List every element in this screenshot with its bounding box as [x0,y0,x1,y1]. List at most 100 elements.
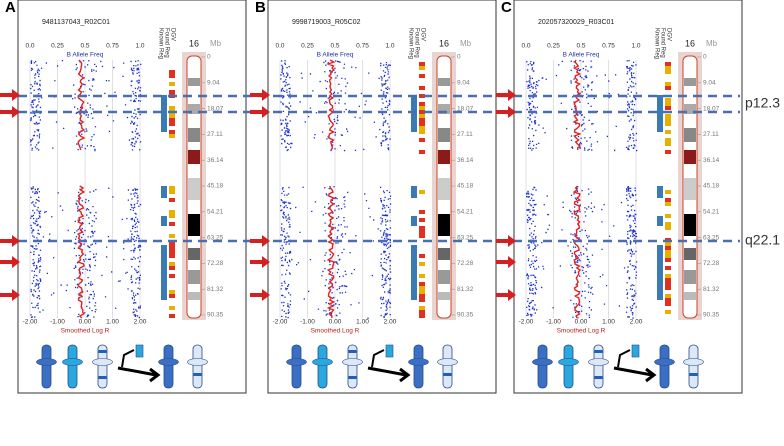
chromosome-band [594,350,603,353]
dgv-block [419,66,425,70]
ideogram-band [684,78,696,86]
track-label: Known Reg [407,28,413,59]
sample-id: 9998719003_R05C02 [292,19,361,26]
dgv-block [419,226,425,230]
dgv-block [665,222,671,226]
dgv-block [169,114,175,118]
ideogram-band [684,104,696,114]
ideogram-band [188,248,200,260]
dgv-block [665,254,671,258]
bottom-tick-label: 0.00 [79,319,92,326]
mb-tick-label: 27.11 [207,131,223,138]
dgv-block [169,186,175,190]
centromere [408,358,429,366]
red-arrow [0,256,20,268]
known-region [411,186,417,198]
ideogram-band [188,292,200,300]
arrow [121,349,135,368]
mb-tick-label: 54.21 [457,209,474,216]
chromosome-band [594,376,603,379]
dgv-block [419,86,425,90]
dgv-block [419,102,425,106]
bottom-tick-label: -1.00 [546,319,561,326]
mb-tick-label: 9.04 [457,80,470,87]
known-region [161,112,167,132]
chromosome-shape [317,344,328,389]
bottom-axis-label: Smoothed Log R [557,328,606,335]
dgv-block [419,130,425,134]
dgv-block [419,286,425,290]
mb-tick-label: 81.32 [457,286,474,293]
track-label: Found Reg [163,28,169,58]
top-axis-label: B Allele Freq [317,52,354,59]
band-annotation: q22.1 [745,232,780,248]
panel-label: B [255,0,266,16]
dgv-block [419,138,425,142]
mb-tick-label: 0 [207,54,211,61]
bottom-tick-label: 0.00 [329,319,342,326]
mb-tick-label: 54.21 [207,209,224,216]
top-tick-label: 0.75 [106,43,119,50]
bottom-tick-label: 0.00 [575,319,588,326]
dgv-block [665,286,671,290]
dgv-block [169,314,175,318]
dgv-block [419,106,425,110]
dgv-block [419,110,425,114]
chromosome-shape [442,344,453,389]
mb-tick-label: 9.04 [207,80,220,87]
red-arrow [0,89,20,101]
chromosome-shape [413,344,424,389]
dgv-block [169,122,175,126]
known-region [657,186,663,198]
ideogram-band [438,128,450,142]
mb-tick-label: 18.07 [703,105,720,112]
dgv-block [169,106,175,110]
dgv-block [665,150,671,154]
ideogram-band [188,128,200,142]
dgv-block [169,274,175,278]
dgv-block [665,310,671,314]
mb-tick-label: 27.11 [703,131,719,138]
dgv-block [419,62,425,66]
dgv-block [169,214,175,218]
mb-unit: Mb [460,39,472,48]
arrow [117,366,161,383]
dgv-block [665,138,671,142]
mb-tick-label: 90.35 [207,312,224,319]
dgv-block [419,234,425,238]
ideogram-band [438,104,450,114]
arrow [613,366,657,383]
track-label: Found Reg [413,28,419,58]
mb-tick-label: 63.25 [703,234,720,241]
dgv-block [169,222,175,226]
chromosome-shape [67,344,78,389]
known-region [161,186,167,198]
dgv-block [169,190,175,194]
dgv-block [665,274,671,278]
chromosome-band [98,350,107,353]
dgv-block [665,122,671,126]
dgv-block [665,258,671,262]
dgv-block [419,262,425,266]
dgv-block [665,294,671,298]
bottom-tick-label: 1.00 [106,319,119,326]
mb-tick-label: 36.14 [457,157,474,164]
top-tick-label: 0.0 [25,43,34,50]
red-arrow [0,235,20,247]
top-tick-label: 0.75 [602,43,615,50]
dgv-block [169,82,175,86]
logr-line [326,59,336,319]
chromosome-band [193,373,202,376]
mb-tick-label: 63.25 [457,234,474,241]
red-arrow [250,256,270,268]
dgv-block [419,118,425,122]
known-region [161,245,167,300]
bottom-tick-label: -2.00 [273,319,288,326]
known-region [411,95,417,125]
dgv-block [665,142,671,146]
dgv-block [169,294,175,298]
mb-tick-label: 72.28 [703,260,720,267]
mb-unit: Mb [210,39,222,48]
track-label: DGV [419,28,425,41]
dgv-block [665,302,671,306]
